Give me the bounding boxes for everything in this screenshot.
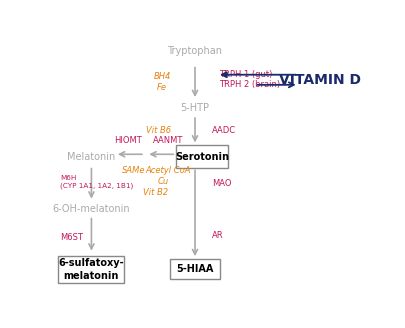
Text: Vit B6: Vit B6: [146, 126, 171, 135]
Text: Serotonin: Serotonin: [175, 152, 229, 162]
Text: Cu
Vit B2: Cu Vit B2: [143, 177, 168, 197]
Text: 6-OH-melatonin: 6-OH-melatonin: [53, 204, 130, 214]
Text: Melatonin: Melatonin: [67, 152, 115, 162]
Text: M6H
(CYP 1A1, 1A2, 1B1): M6H (CYP 1A1, 1A2, 1B1): [60, 175, 133, 189]
Text: M6ST: M6ST: [60, 233, 83, 242]
Text: 5-HIAA: 5-HIAA: [176, 264, 214, 274]
Text: SAMe: SAMe: [122, 166, 145, 175]
Text: BH4
Fe: BH4 Fe: [153, 72, 171, 92]
FancyBboxPatch shape: [58, 256, 124, 283]
Text: HIOMT: HIOMT: [114, 136, 141, 145]
FancyBboxPatch shape: [170, 259, 220, 279]
Text: 5-HTP: 5-HTP: [181, 103, 209, 113]
Text: VITAMIN D: VITAMIN D: [279, 73, 361, 87]
Text: MAO: MAO: [212, 179, 232, 188]
FancyBboxPatch shape: [176, 145, 228, 168]
Text: Tryptophan: Tryptophan: [168, 46, 222, 56]
Text: AADC: AADC: [212, 126, 237, 135]
Text: AR: AR: [212, 231, 224, 239]
Text: 6-sulfatoxy-
melatonin: 6-sulfatoxy- melatonin: [59, 258, 124, 281]
Text: TRPH 1 (gut): TRPH 1 (gut): [219, 70, 272, 79]
Text: Acetyl CoA: Acetyl CoA: [145, 166, 191, 175]
Text: TRPH 2 (brain): TRPH 2 (brain): [219, 80, 280, 89]
Text: AANMT: AANMT: [153, 136, 183, 145]
